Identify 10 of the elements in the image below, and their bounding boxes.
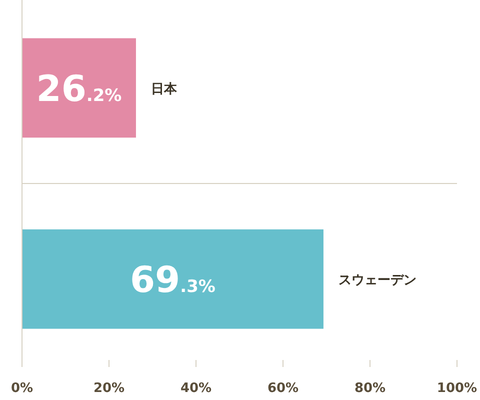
data-label: 69.3% [130,260,216,302]
x-tick-label: 20% [93,381,125,396]
x-tick-label: 40% [180,381,212,396]
x-tick-label: 80% [354,381,386,396]
x-tick-label: 60% [267,381,299,396]
y-tick-label: スウェーデン [338,273,416,288]
x-tick-label: 100% [436,381,478,396]
data-label: 26.2% [36,68,122,110]
x-tick-label: 0% [10,381,34,396]
y-tick-label: 日本 [150,82,178,97]
